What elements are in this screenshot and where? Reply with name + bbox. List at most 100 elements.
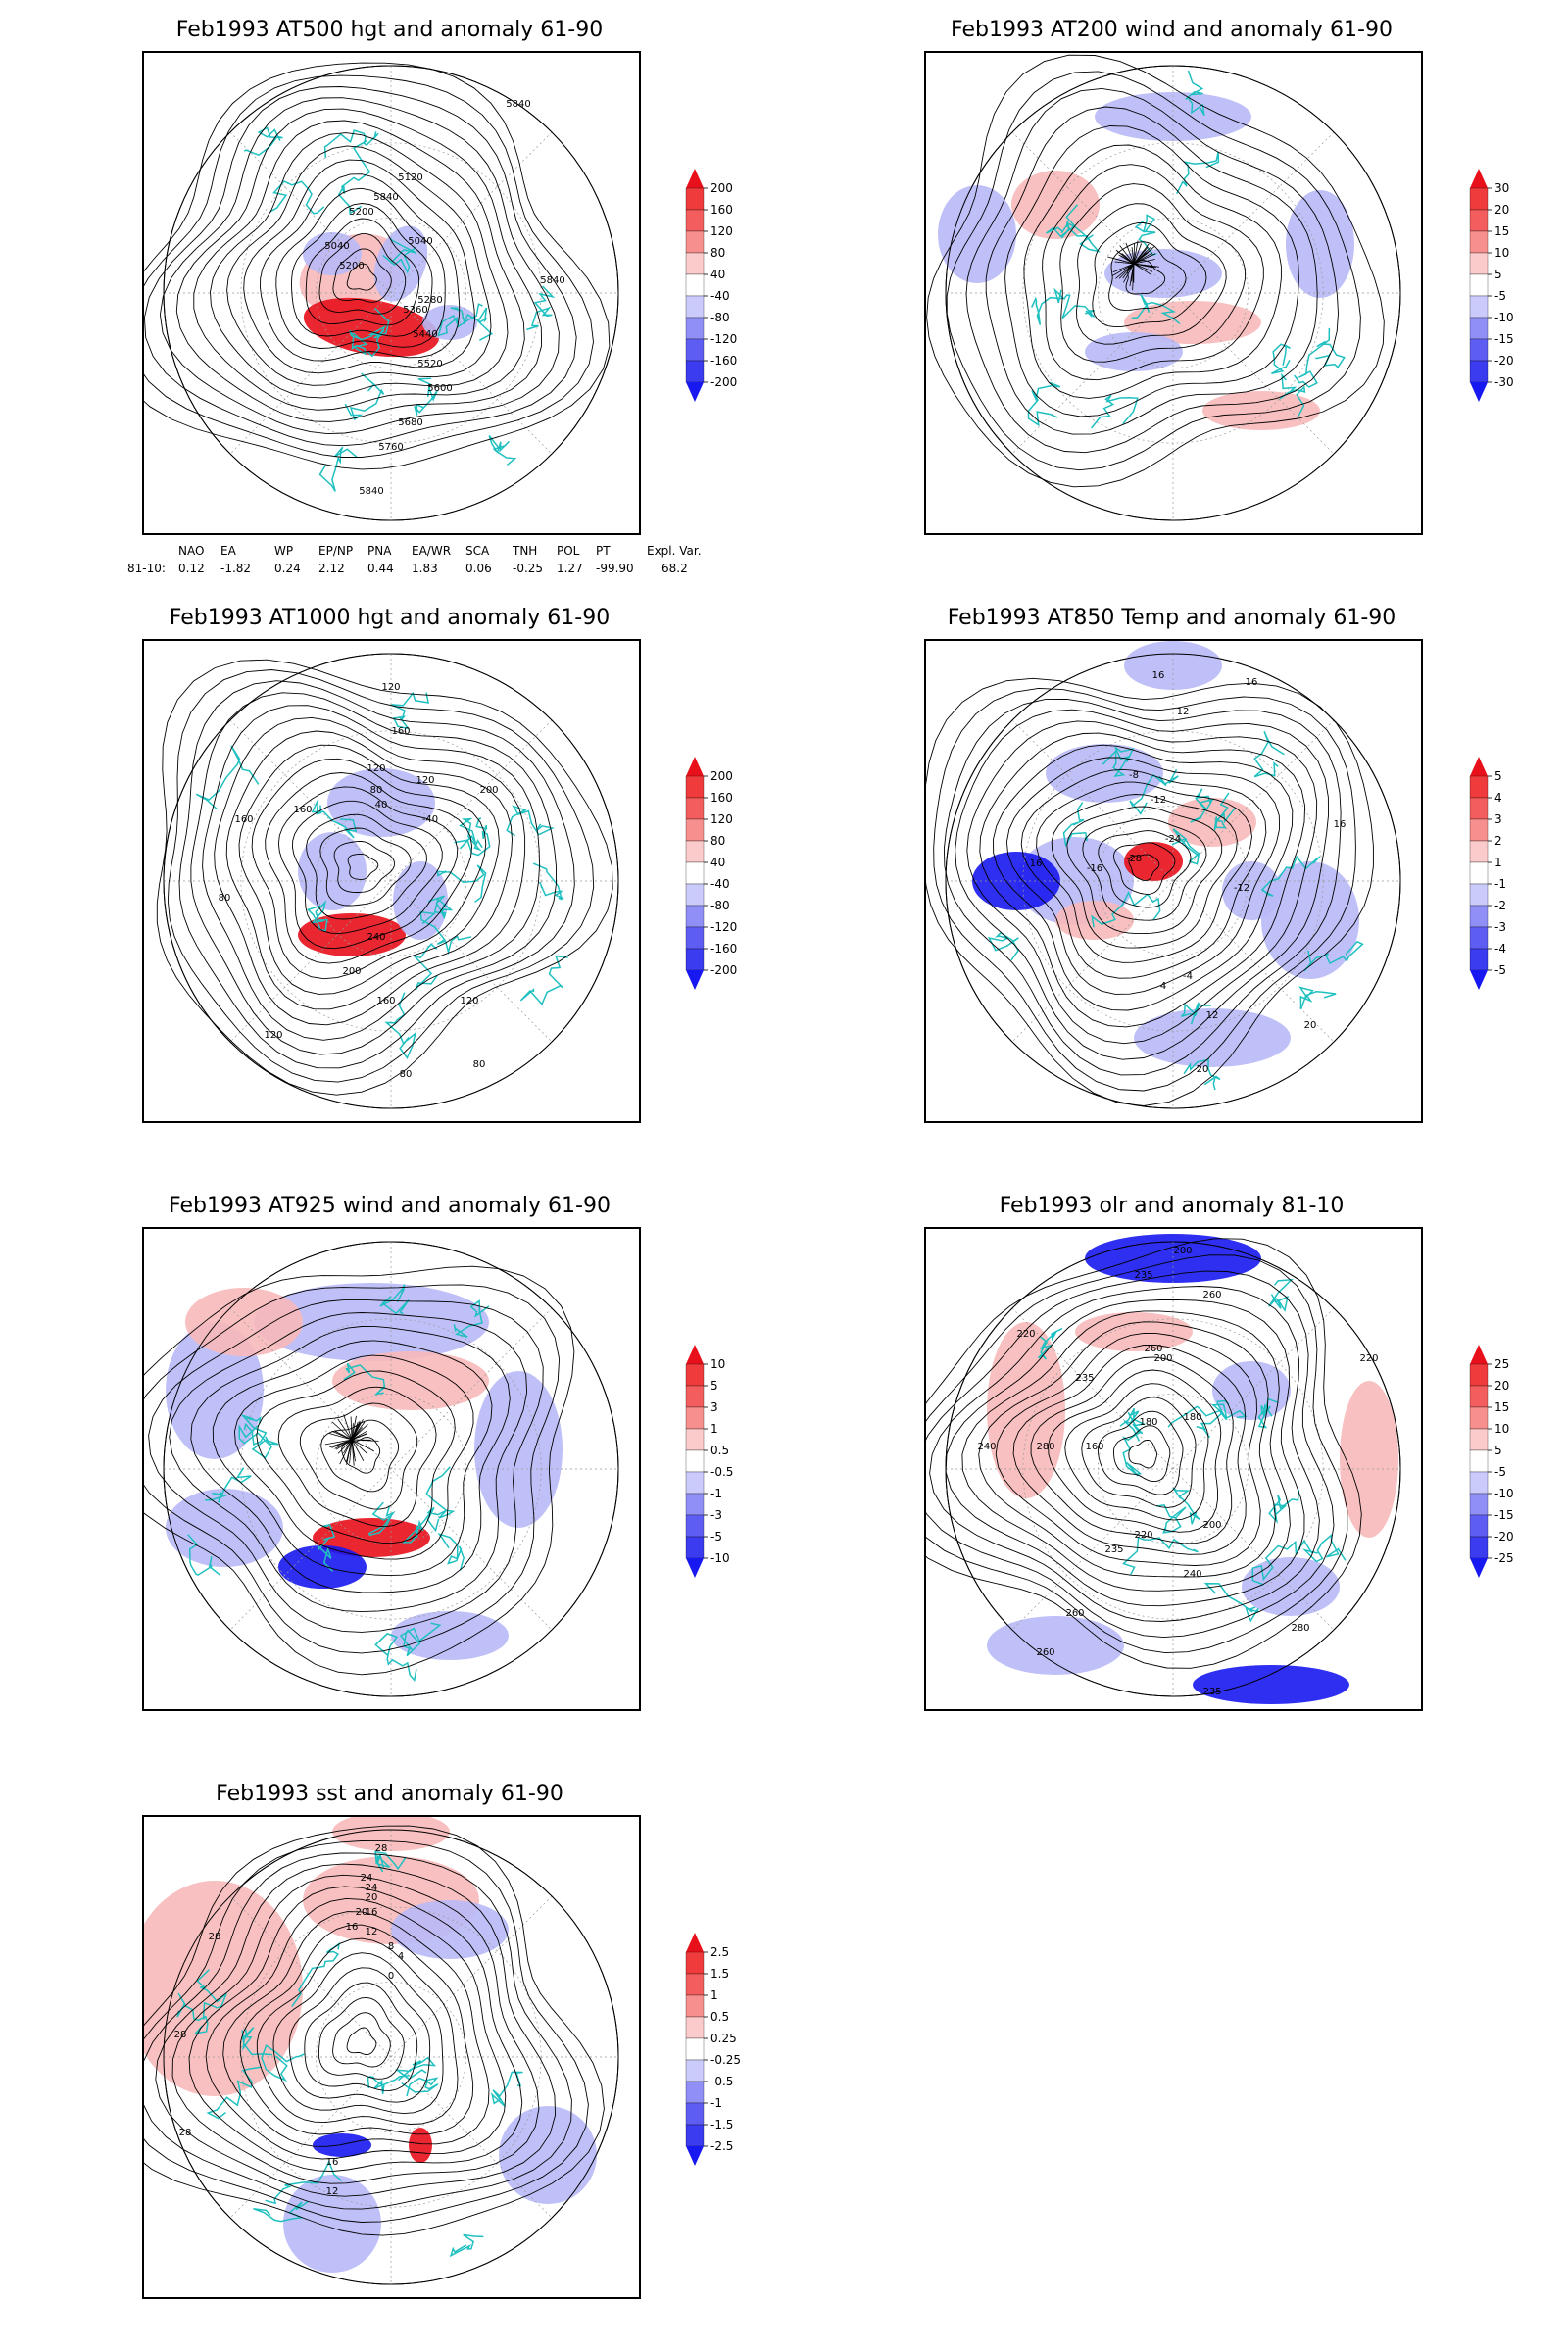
colorbar-segment	[1469, 1536, 1489, 1559]
colorbar-segment	[1469, 1493, 1489, 1516]
colorbar-tick-label: 5	[710, 1379, 718, 1393]
colorbar-tick-label: 3	[1494, 812, 1502, 826]
colorbar-segment	[685, 360, 705, 383]
colorbar-segment	[685, 1514, 705, 1538]
contour-label: 5440	[413, 329, 437, 340]
colorbar-tick-label: 5	[1494, 268, 1502, 281]
colorbar-tick-label: 10	[1494, 246, 1509, 260]
colorbar-segment	[1469, 840, 1489, 863]
colorbar-segment	[1470, 757, 1488, 776]
contour-label: 240	[1183, 1569, 1201, 1580]
streamlines	[1107, 240, 1159, 291]
contour-label: -4	[1183, 971, 1193, 982]
colorbar-tick-label: 25	[1494, 1357, 1509, 1371]
contour-label: 0	[388, 1971, 394, 1982]
index-value-nao: 0.12	[178, 562, 205, 575]
colorbar-segment	[685, 1994, 705, 2018]
colorbar-tick-label: 0.25	[710, 2032, 737, 2045]
colorbar-segment	[685, 1536, 705, 1559]
colorbar-segment	[1469, 948, 1489, 971]
contour-label: 260	[1202, 1290, 1221, 1300]
index-value-tnh: -0.25	[513, 562, 544, 575]
contour-label: 16	[346, 1922, 359, 1933]
colorbar-tick-label: -10	[1494, 1487, 1514, 1500]
anomaly-shading	[299, 225, 477, 358]
colorbar-tick-label: -40	[710, 877, 730, 891]
colorbar-segment	[686, 757, 704, 776]
latlon-grid	[164, 1242, 618, 1696]
colorbar-segment	[686, 169, 704, 188]
colorbar-tick-label: -15	[1494, 332, 1514, 346]
contour-label: 5360	[403, 305, 427, 316]
colorbar-segment	[685, 230, 705, 254]
contour-label: 20	[356, 1907, 368, 1918]
contour-lines	[926, 677, 1374, 1106]
colorbar-segment	[685, 905, 705, 928]
colorbar-tick-label: 1.5	[710, 1967, 729, 1981]
colorbar-segment	[1469, 1363, 1489, 1387]
colorbar-tick-label: -1	[710, 2096, 722, 2110]
colorbar-segment	[1470, 1558, 1488, 1578]
contour-label: 40	[375, 800, 388, 810]
index-value-ea: -1.82	[220, 562, 252, 575]
index-value-sca: 0.06	[466, 562, 492, 575]
contour-labels: 120 160 120 80 40 -40 120 160 160 200 80 240 200 160 1…	[219, 682, 499, 1080]
colorbar-tick-label: -200	[710, 375, 737, 389]
colorbar-tick-label: 20	[1494, 1379, 1509, 1393]
colorbar-segment	[1470, 1345, 1488, 1364]
colorbar: 10 5 3 1 0.5 -0.5 -1 -3 -5 -10	[685, 1345, 733, 1578]
map-frame: 120 160 120 80 40 -40 120 160 160 200 80 240 200 160 1…	[142, 639, 641, 1123]
contour-label: 4	[398, 1951, 404, 1962]
contour-label: 28	[209, 1932, 221, 1942]
contour-label: 280	[1291, 1623, 1309, 1634]
teleconnection-index-table: 81-10: NAO EA WP EP/NP PNA EA/WR SCA TNH…	[127, 544, 735, 583]
index-value-pol: 1.27	[557, 562, 583, 575]
colorbar-tick-label: 30	[1494, 181, 1509, 195]
streamlines	[324, 1414, 379, 1466]
contour-label: 5200	[339, 261, 364, 271]
colorbar-segment	[685, 840, 705, 863]
colorbar-tick-label: -0.5	[710, 1465, 733, 1479]
index-value-wp: 0.24	[274, 562, 301, 575]
contour-label: 120	[416, 775, 434, 786]
colorbar-tick-label: -1	[710, 1487, 722, 1500]
map-frame: 28 24 20 16 12 8 4 0 28 20 16 24 28 28 16 12	[142, 1815, 641, 2299]
colorbar-segment	[1469, 1385, 1489, 1408]
colorbar-tick-label: -3	[710, 1508, 722, 1522]
contour-label: 120	[367, 763, 385, 774]
map-frame: 16 16 12 -8 -12 -24 -28 -16 -12 -4 4 12 16 16 20 20	[924, 639, 1423, 1123]
colorbar-segment	[685, 273, 705, 297]
colorbar-tick-label: 160	[710, 203, 733, 217]
contour-label: 260	[1036, 1647, 1054, 1658]
colorbar-tick-label: -120	[710, 920, 737, 934]
colorbar-segment	[686, 1345, 704, 1364]
contour-label: 180	[1139, 1417, 1157, 1428]
contour-lines	[156, 659, 613, 1096]
colorbar-segment	[685, 1406, 705, 1430]
contour-label: 200	[479, 785, 498, 796]
contour-label: 280	[1036, 1442, 1054, 1452]
contour-label: 180	[1183, 1412, 1201, 1423]
latlon-grid	[164, 66, 618, 520]
polar-map: 2002352602402202352602001801601802002202…	[926, 1234, 1401, 1704]
contour-label: 80	[473, 1059, 486, 1070]
index-value-expl-var: 68.2	[662, 562, 688, 575]
colorbar: 200 160 120 80 40 -40 -80 -120 -160 -200	[685, 757, 737, 990]
polar-map	[926, 54, 1401, 521]
contour-label: 200	[1153, 1353, 1172, 1364]
index-value-eawr: 1.83	[412, 562, 438, 575]
colorbar-tick-label: 200	[710, 181, 733, 195]
colorbar: 200 160 120 80 40 -40 -80 -120 -160 -200	[685, 169, 737, 402]
map-frame: 5840 5840 5840 5120 5200 5040 5040 5200 5360 5440…	[142, 51, 641, 535]
colorbar-segment	[1470, 382, 1488, 402]
colorbar-segment	[1470, 169, 1488, 188]
colorbar-segment	[685, 926, 705, 950]
colorbar-segment	[1470, 970, 1488, 990]
colorbar-segment	[1469, 252, 1489, 275]
polar-map	[144, 1241, 619, 1697]
coastlines	[987, 731, 1364, 1091]
colorbar-tick-label: -2.5	[710, 2139, 733, 2153]
contour-label: 5040	[408, 236, 432, 247]
colorbar-segment	[685, 1493, 705, 1516]
colorbar-tick-label: 2	[1494, 834, 1502, 848]
